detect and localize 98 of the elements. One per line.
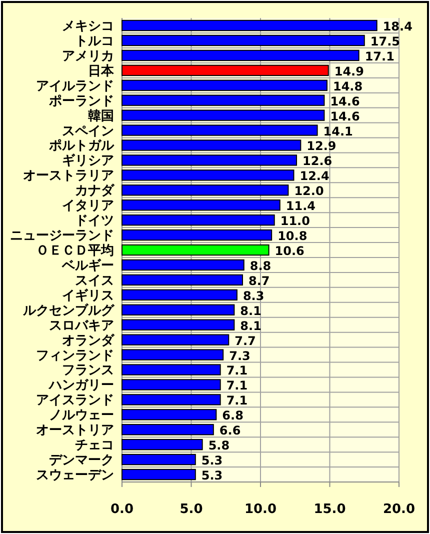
bar [122, 140, 302, 151]
y-tick-label: デンマーク [49, 453, 114, 468]
bar [122, 50, 360, 62]
x-tick-label: 10.0 [244, 502, 277, 517]
data-label: 17.1 [364, 49, 394, 64]
y-tick-label: オランダ [62, 333, 115, 348]
bar [122, 274, 243, 286]
bar [122, 409, 217, 420]
bar [122, 364, 221, 376]
x-tick-label: 15.0 [314, 502, 346, 517]
y-tick-label: ノルウェー [49, 408, 114, 424]
data-label: 12.6 [302, 154, 332, 168]
data-label: 8.1 [240, 318, 262, 333]
data-label: 14.9 [334, 64, 364, 78]
y-tick-label: ポーランド [48, 94, 114, 109]
data-label: 6.8 [222, 408, 244, 423]
data-label: 14.6 [330, 109, 360, 124]
bar [122, 154, 298, 166]
y-tick-label: ルクセンブルグ [22, 302, 115, 318]
y-tick-label: アメリカ [62, 48, 114, 64]
bar [122, 184, 289, 196]
data-label: 14.6 [330, 94, 360, 108]
y-tick-label: ＯＥＣＤ平均 [36, 244, 114, 258]
data-label: 5.3 [201, 454, 223, 468]
y-tick-label: フランス [62, 363, 114, 378]
data-label: 12.4 [300, 169, 330, 184]
x-tick-label: 0.0 [110, 502, 134, 517]
data-label: 17.5 [370, 34, 400, 48]
data-label: 14.1 [323, 124, 353, 138]
data-label: 18.4 [382, 19, 412, 34]
y-tick-label: チェコ [75, 438, 114, 454]
y-tick-label: イギリス [62, 288, 114, 304]
bar [122, 379, 221, 390]
y-tick-label: カナダ [75, 184, 115, 199]
bar [122, 80, 328, 91]
x-tick-label: 20.0 [382, 502, 416, 517]
bar [122, 454, 196, 466]
data-label: 7.1 [226, 364, 248, 378]
bar [122, 170, 294, 181]
y-tick-label: メキシコ [62, 18, 114, 34]
data-label: 8.8 [250, 258, 272, 273]
data-label: 10.8 [278, 229, 308, 244]
bar [122, 110, 325, 121]
data-label: 7.1 [226, 394, 248, 408]
y-tick-label: アイルランド [36, 78, 114, 94]
y-tick-label: 韓国 [88, 108, 114, 124]
data-label: 14.8 [332, 79, 363, 94]
data-label: 5.3 [201, 468, 223, 483]
y-tick-label: ニュージーランド [10, 228, 114, 244]
data-label: 8.7 [248, 274, 270, 288]
bar [122, 124, 318, 136]
y-tick-label: ドイツ [75, 214, 114, 229]
bar [122, 468, 196, 480]
data-label: 7.7 [234, 334, 256, 348]
bar [122, 244, 270, 256]
bar [122, 229, 272, 241]
y-tick-label: スロバキア [49, 318, 114, 334]
y-tick-label: スウェーデン [36, 468, 114, 484]
data-label: 12.0 [294, 184, 324, 198]
y-tick-label: ハンガリー [48, 378, 114, 394]
y-tick-label: スイス [75, 273, 114, 288]
bar [122, 214, 275, 226]
bar [122, 259, 244, 271]
data-label: 7.1 [226, 378, 248, 393]
y-tick-label: 日本 [88, 64, 115, 79]
bar [122, 34, 365, 46]
data-label: 10.6 [274, 244, 304, 258]
data-label: 12.9 [306, 139, 336, 154]
y-tick-label: トルコ [75, 34, 114, 49]
y-tick-label: スペイン [62, 124, 114, 139]
bar [122, 319, 235, 330]
bar [122, 304, 235, 316]
y-tick-label: オーストリア [36, 423, 114, 438]
y-tick-label: ベルギー [61, 258, 114, 274]
data-label: 8.1 [240, 304, 262, 318]
y-tick-label: アイスランド [36, 393, 114, 408]
bar [122, 349, 224, 360]
bar [122, 200, 280, 211]
data-label: 6.6 [219, 424, 241, 438]
bar [122, 289, 238, 300]
bar [122, 394, 221, 406]
data-label: 7.3 [229, 348, 250, 363]
bar [122, 20, 378, 32]
data-label: 5.8 [208, 438, 230, 453]
data-label: 11.0 [280, 214, 310, 228]
y-tick-label: ギリシア [62, 154, 114, 169]
data-label: 11.4 [286, 199, 316, 214]
y-tick-label: オーストラリア [23, 168, 114, 184]
x-tick-label: 5.0 [180, 502, 203, 517]
bar [122, 64, 329, 76]
y-tick-label: イタリア [62, 198, 114, 214]
bar [122, 334, 230, 346]
bar [122, 424, 214, 436]
y-tick-label: フィンランド [36, 348, 114, 364]
bar [122, 438, 203, 450]
bar [122, 94, 325, 106]
data-label: 8.3 [242, 288, 264, 303]
y-tick-label: ポルトガル [48, 138, 115, 154]
